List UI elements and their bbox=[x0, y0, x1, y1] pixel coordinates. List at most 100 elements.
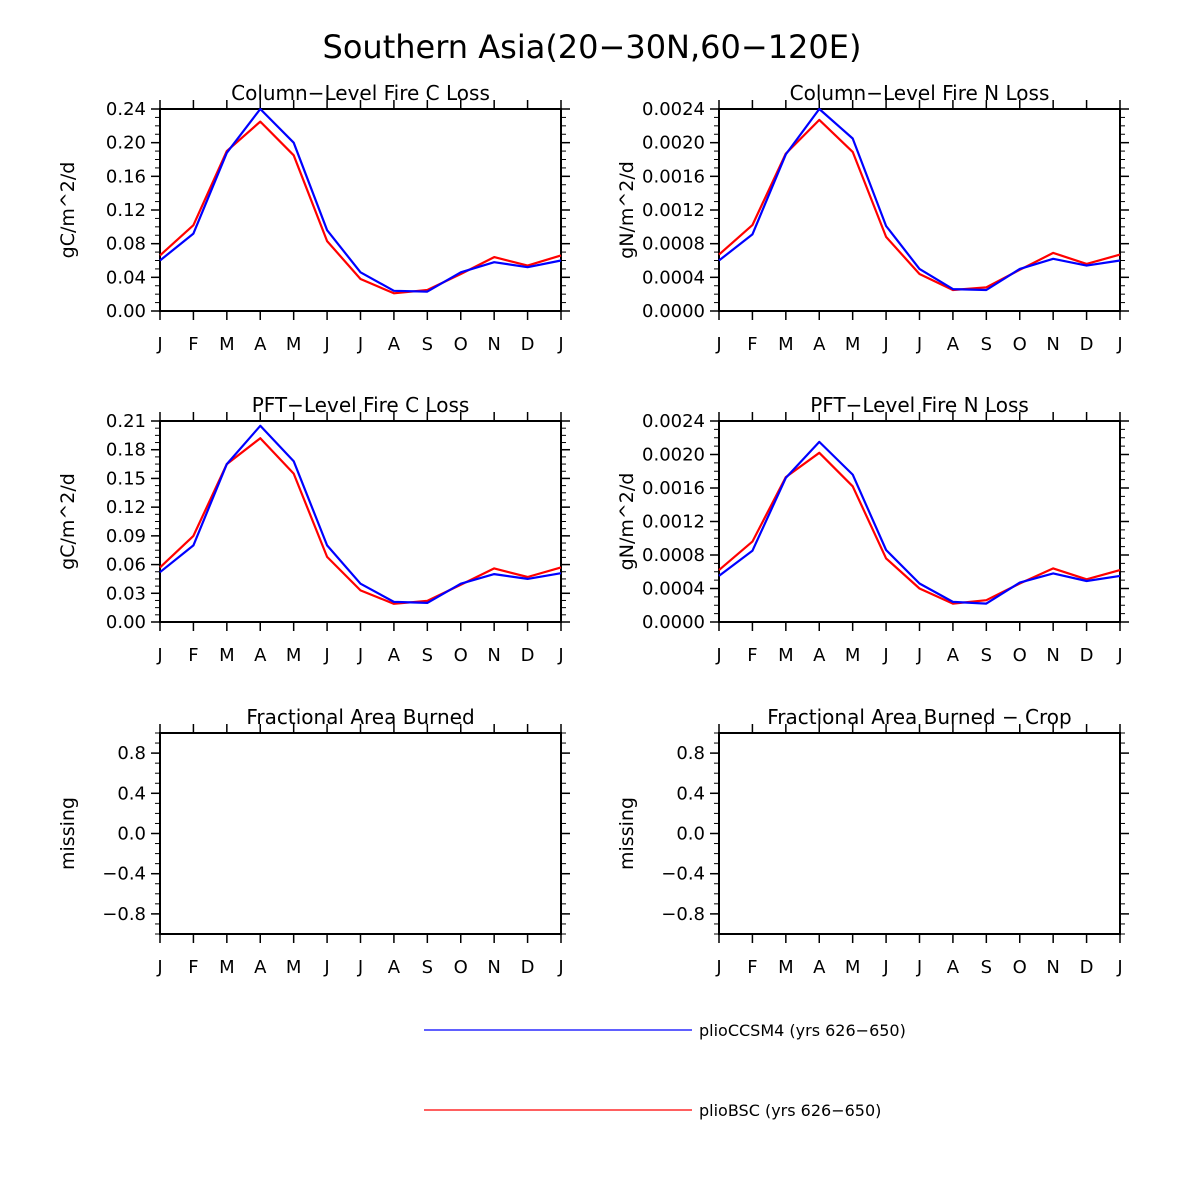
x-tick-label: D bbox=[521, 334, 535, 355]
x-tick-label: A bbox=[254, 334, 267, 355]
x-tick-label: J bbox=[882, 645, 888, 666]
y-tick-label: 0.04 bbox=[106, 267, 146, 288]
x-tick-label: A bbox=[388, 334, 401, 355]
y-tick-label: 0.8 bbox=[676, 743, 705, 764]
y-tick-label: 0.8 bbox=[117, 743, 146, 764]
y-tick-label: 0.4 bbox=[676, 783, 705, 804]
x-tick-label: J bbox=[156, 957, 162, 978]
x-tick-label: S bbox=[981, 957, 992, 978]
y-tick-label: 0.0012 bbox=[642, 200, 705, 221]
y-tick-label: 0.4 bbox=[117, 783, 146, 804]
x-tick-label: S bbox=[981, 334, 992, 355]
x-tick-label: A bbox=[388, 957, 401, 978]
x-tick-label: D bbox=[1080, 334, 1094, 355]
x-tick-label: M bbox=[845, 334, 861, 355]
chart-panel-4: PFT−Level Fire N Loss0.00000.00040.00080… bbox=[616, 393, 1129, 666]
x-tick-label: N bbox=[487, 334, 500, 355]
x-tick-label: J bbox=[1116, 334, 1122, 355]
x-tick-label: J bbox=[715, 645, 721, 666]
x-tick-label: F bbox=[747, 334, 757, 355]
x-tick-label: M bbox=[219, 334, 235, 355]
y-tick-label: 0.12 bbox=[106, 497, 146, 518]
x-tick-label: J bbox=[557, 645, 563, 666]
x-tick-label: J bbox=[1116, 957, 1122, 978]
y-tick-label: 0.0008 bbox=[642, 234, 705, 255]
x-tick-label: F bbox=[747, 645, 757, 666]
x-tick-label: J bbox=[357, 334, 363, 355]
x-tick-label: J bbox=[1116, 645, 1122, 666]
plot-frame bbox=[718, 732, 1121, 935]
y-tick-label: 0.0020 bbox=[642, 133, 705, 154]
y-axis-label: gC/m^2/d bbox=[57, 473, 79, 570]
x-tick-label: J bbox=[156, 645, 162, 666]
x-tick-label: M bbox=[286, 334, 302, 355]
y-axis-label: missing bbox=[616, 797, 638, 870]
y-tick-label: 0.0016 bbox=[642, 478, 705, 499]
x-tick-label: N bbox=[1046, 334, 1059, 355]
x-tick-label: A bbox=[947, 334, 960, 355]
series-line-pliocCSM4 bbox=[718, 440, 1121, 605]
series-line-pliocCSM4 bbox=[159, 107, 562, 293]
x-tick-label: J bbox=[557, 334, 563, 355]
series-line-pliobsc bbox=[718, 451, 1121, 605]
x-tick-label: O bbox=[454, 645, 468, 666]
plot-frame bbox=[159, 108, 562, 312]
x-tick-label: M bbox=[845, 645, 861, 666]
chart-panel-6: Fractional Area Burned − Crop−0.8−0.40.0… bbox=[616, 705, 1129, 978]
x-tick-label: A bbox=[813, 957, 826, 978]
x-tick-label: A bbox=[947, 957, 960, 978]
y-tick-label: −0.4 bbox=[661, 864, 705, 885]
x-tick-label: N bbox=[1046, 645, 1059, 666]
x-tick-label: O bbox=[454, 957, 468, 978]
legend-label-1: plioCCSM4 (yrs 626−650) bbox=[699, 1021, 906, 1040]
plot-frame bbox=[718, 108, 1121, 312]
y-tick-label: 0.0004 bbox=[642, 267, 705, 288]
y-axis-label: missing bbox=[57, 797, 79, 870]
plot-frame bbox=[159, 732, 562, 935]
y-tick-label: 0.16 bbox=[106, 166, 146, 187]
x-tick-label: J bbox=[916, 645, 922, 666]
x-tick-label: N bbox=[487, 645, 500, 666]
series-line-pliobsc bbox=[159, 437, 562, 605]
chart-panel-3: PFT−Level Fire C Loss0.000.030.060.090.1… bbox=[57, 393, 570, 666]
x-tick-label: J bbox=[715, 334, 721, 355]
x-tick-label: O bbox=[454, 334, 468, 355]
x-tick-label: M bbox=[845, 957, 861, 978]
y-tick-label: 0.0008 bbox=[642, 545, 705, 566]
chart-panel-1: Column−Level Fire C Loss0.000.040.080.12… bbox=[57, 81, 570, 355]
y-tick-label: −0.8 bbox=[102, 904, 146, 925]
x-tick-label: A bbox=[947, 645, 960, 666]
x-tick-label: J bbox=[323, 645, 329, 666]
x-tick-label: F bbox=[188, 334, 198, 355]
x-tick-label: O bbox=[1013, 334, 1027, 355]
x-tick-label: S bbox=[981, 645, 992, 666]
x-tick-label: D bbox=[1080, 957, 1094, 978]
x-tick-label: J bbox=[882, 334, 888, 355]
x-tick-label: M bbox=[219, 645, 235, 666]
y-axis-label: gC/m^2/d bbox=[57, 162, 79, 259]
x-tick-label: M bbox=[286, 957, 302, 978]
plot-frame bbox=[718, 420, 1121, 623]
x-tick-label: M bbox=[778, 645, 794, 666]
x-tick-label: A bbox=[254, 645, 267, 666]
y-tick-label: 0.03 bbox=[106, 583, 146, 604]
legend-label-2: plioBSC (yrs 626−650) bbox=[699, 1101, 881, 1120]
chart-panel-5: Fractional Area Burned−0.8−0.40.00.40.8J… bbox=[57, 705, 570, 978]
x-tick-label: D bbox=[521, 645, 535, 666]
y-tick-label: 0.08 bbox=[106, 234, 146, 255]
x-tick-label: N bbox=[1046, 957, 1059, 978]
x-tick-label: M bbox=[778, 334, 794, 355]
x-tick-label: S bbox=[422, 334, 433, 355]
legend: plioCCSM4 (yrs 626−650) plioBSC (yrs 626−… bbox=[424, 1021, 906, 1120]
x-tick-label: O bbox=[1013, 645, 1027, 666]
x-tick-label: D bbox=[1080, 645, 1094, 666]
y-tick-label: 0.0004 bbox=[642, 579, 705, 600]
x-tick-label: J bbox=[323, 334, 329, 355]
y-tick-label: 0.00 bbox=[106, 612, 146, 633]
y-tick-label: 0.0020 bbox=[642, 445, 705, 466]
y-tick-label: 0.0016 bbox=[642, 166, 705, 187]
x-tick-label: J bbox=[882, 957, 888, 978]
series-line-pliobsc bbox=[718, 118, 1121, 292]
y-tick-label: 0.0024 bbox=[642, 411, 705, 432]
x-tick-label: A bbox=[813, 334, 826, 355]
